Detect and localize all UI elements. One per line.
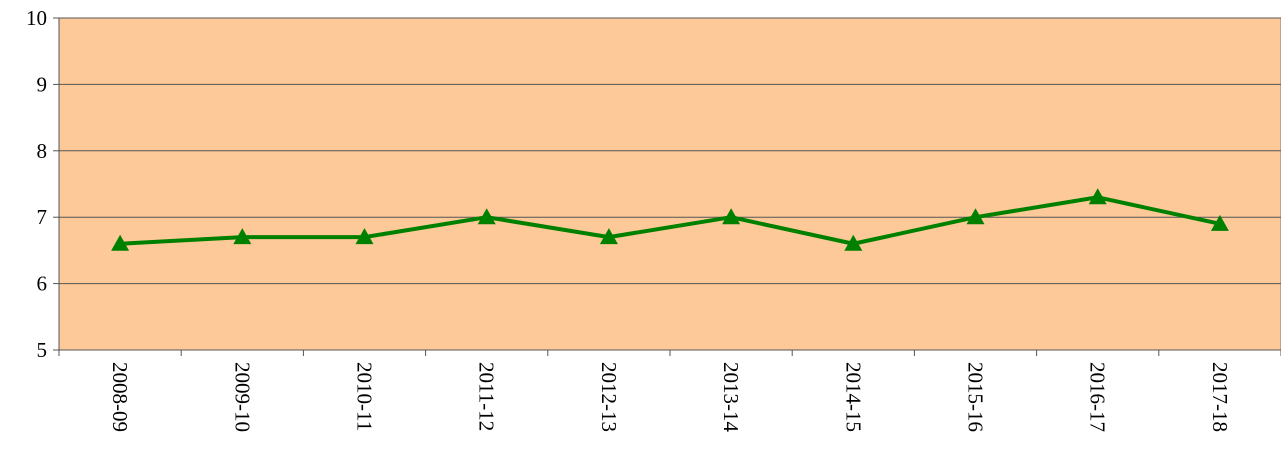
- y-tick-label: 5: [37, 338, 48, 362]
- x-tick-label: 2016-17: [1086, 362, 1110, 432]
- x-tick-label: 2017-18: [1208, 362, 1232, 432]
- line: [119, 195, 1221, 246]
- y-tick-label: 8: [37, 139, 48, 163]
- y-tick-label: 10: [26, 6, 47, 30]
- plot-area: [58, 17, 1281, 351]
- marker: [477, 208, 496, 225]
- marker: [233, 228, 252, 245]
- x-tick-label: 2013-14: [719, 362, 743, 432]
- x-tick-label: 2012-13: [597, 362, 621, 432]
- x-tick-label: 2008-09: [108, 362, 132, 432]
- marker: [844, 234, 863, 251]
- x-tick-label: 2014-15: [841, 362, 865, 432]
- y-tick-label: 7: [37, 205, 48, 229]
- marker: [722, 208, 741, 225]
- marker: [111, 234, 130, 251]
- x-tick-label: 2010-11: [353, 362, 377, 431]
- marker: [966, 208, 985, 225]
- x-tick-label: 2009-10: [230, 362, 254, 432]
- x-tick-label: 2011-12: [475, 362, 499, 431]
- y-tick-label: 6: [37, 272, 48, 296]
- marker: [355, 228, 374, 245]
- marker: [1088, 188, 1107, 205]
- marker: [599, 228, 618, 245]
- y-tick-label: 9: [37, 72, 48, 96]
- marker: [1210, 214, 1229, 231]
- x-tick-label: 2015-16: [964, 362, 988, 432]
